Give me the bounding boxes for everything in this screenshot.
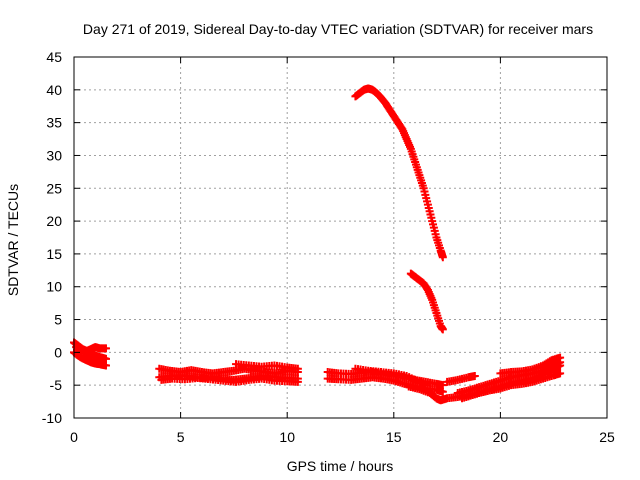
y-tick-label: 35 [46, 115, 62, 131]
data-point [438, 325, 447, 334]
data-point [101, 344, 110, 353]
series-arc-3 [72, 343, 110, 363]
data-point [470, 371, 479, 380]
chart-title: Day 271 of 2019, Sidereal Day-to-day VTE… [83, 21, 593, 37]
series-arc-9 [323, 373, 447, 396]
x-axis-label: GPS time / hours [287, 458, 394, 474]
series-arc-12 [443, 371, 479, 386]
data-point [438, 253, 447, 262]
y-tick-label: -5 [50, 377, 63, 393]
y-tick-label: -10 [42, 410, 62, 426]
y-tick-label: 5 [54, 312, 62, 328]
series-arc-14 [458, 361, 565, 403]
y-axis-label: SDTVAR / TECUs [5, 184, 21, 296]
y-tick-label: 40 [46, 82, 62, 98]
y-tick-label: 10 [46, 279, 62, 295]
x-tick-label: 5 [177, 429, 185, 445]
y-tick-label: 45 [46, 49, 62, 65]
data-point [293, 377, 302, 386]
data-point [556, 369, 565, 378]
data-point [556, 361, 565, 370]
series-arc-7 [232, 360, 302, 373]
series-arc-15 [496, 353, 565, 378]
x-tick-label: 25 [599, 429, 615, 445]
data-point [293, 364, 302, 373]
x-tick-label: 0 [70, 429, 78, 445]
y-tick-label: 15 [46, 246, 62, 262]
x-tick-label: 20 [493, 429, 509, 445]
y-tick-label: 0 [54, 344, 62, 360]
series-arc-17 [406, 269, 447, 334]
grid-lines [74, 57, 607, 418]
x-tick-label: 15 [386, 429, 402, 445]
y-tick-label: 20 [46, 213, 62, 229]
y-tick-label: 30 [46, 147, 62, 163]
y-tick-label: 25 [46, 180, 62, 196]
data-point [101, 354, 110, 363]
series-arc-6 [157, 373, 302, 386]
plot-frame [73, 56, 608, 419]
data-point [438, 387, 447, 396]
series-arc-16 [351, 84, 447, 262]
x-tick-label: 10 [279, 429, 295, 445]
data-point [556, 353, 565, 362]
data-points [70, 84, 565, 405]
axis-ticks: 0 5 10 15 20 25 -10 -5 0 5 10 15 20 25 30 35 40 45 [42, 49, 615, 445]
